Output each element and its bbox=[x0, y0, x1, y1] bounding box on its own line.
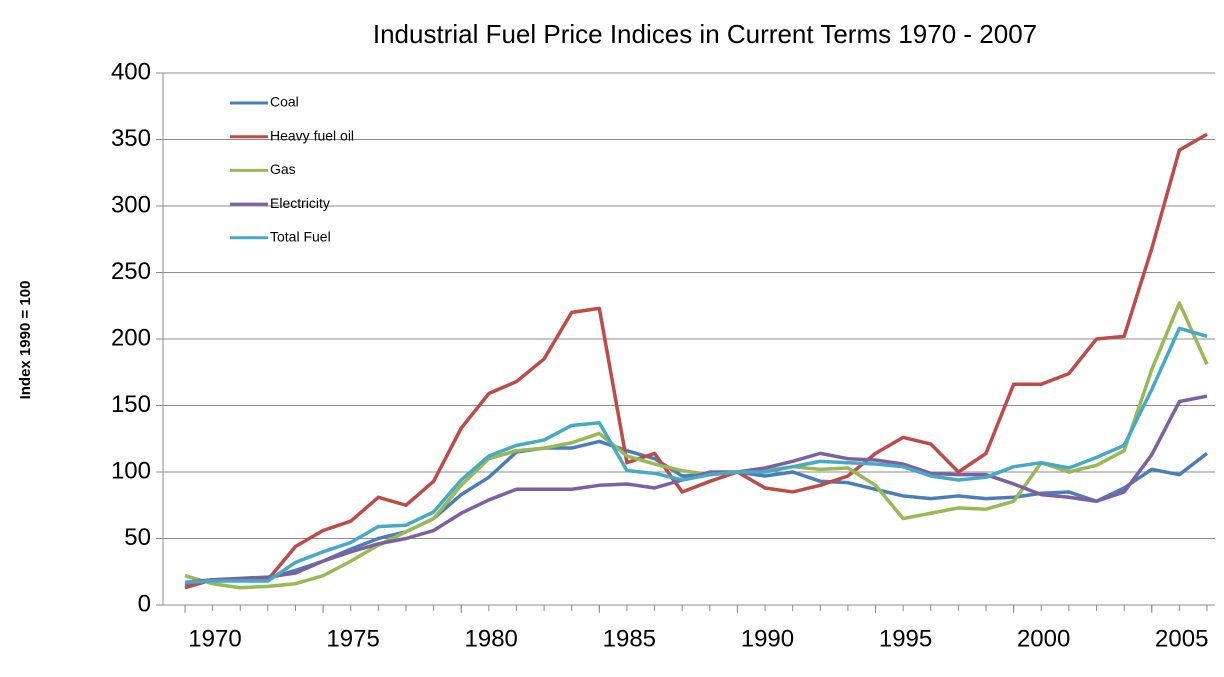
x-tick-label: 2000 bbox=[1017, 625, 1070, 652]
y-axis-label: Index 1990 = 100 bbox=[17, 281, 34, 400]
y-tick-label: 300 bbox=[111, 191, 151, 218]
x-tick-label: 1980 bbox=[465, 625, 518, 652]
x-tick-label: 1995 bbox=[879, 625, 932, 652]
y-tick-label: 400 bbox=[111, 58, 151, 85]
x-tick-label: 2005 bbox=[1155, 625, 1208, 652]
legend-label: Coal bbox=[270, 94, 299, 110]
y-tick-label: 350 bbox=[111, 125, 151, 152]
chart-title: Industrial Fuel Price Indices in Current… bbox=[373, 19, 1037, 49]
series-line bbox=[184, 439, 1209, 587]
series-line bbox=[184, 301, 1209, 590]
legend-label: Gas bbox=[270, 161, 296, 177]
y-tick-label: 50 bbox=[124, 524, 151, 551]
y-tick-label: 250 bbox=[111, 258, 151, 285]
y-tick-label: 0 bbox=[138, 590, 151, 617]
x-tick-label: 1970 bbox=[188, 625, 241, 652]
x-tick-label: 1990 bbox=[741, 625, 794, 652]
legend-label: Heavy fuel oil bbox=[270, 127, 354, 143]
series-line bbox=[184, 132, 1208, 590]
legend-label: Total Fuel bbox=[270, 229, 331, 245]
y-tick-label: 150 bbox=[111, 391, 151, 418]
y-tick-label: 100 bbox=[111, 457, 151, 484]
series-line bbox=[184, 394, 1208, 585]
x-tick-label: 1985 bbox=[603, 625, 656, 652]
x-tick-label: 1975 bbox=[326, 625, 379, 652]
y-tick-label: 200 bbox=[111, 324, 151, 351]
series-line bbox=[184, 326, 1208, 585]
legend-label: Electricity bbox=[270, 195, 330, 211]
